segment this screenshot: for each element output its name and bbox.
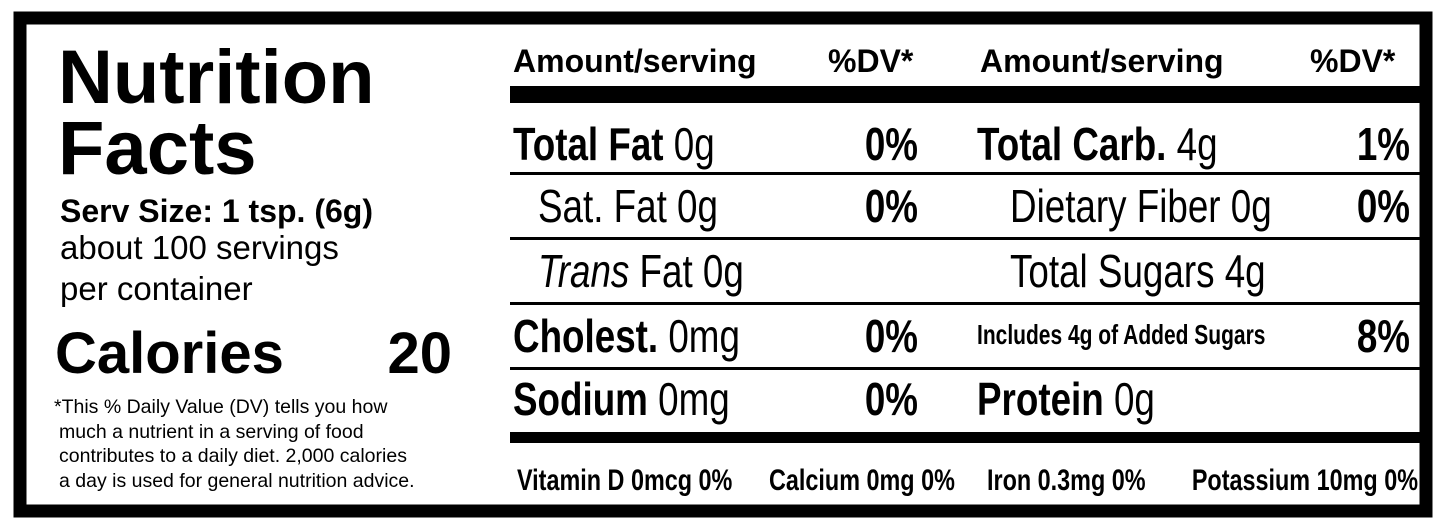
nutrient: Includes 4g of Added Sugars <box>977 320 1265 351</box>
dv: 1% <box>1357 118 1410 170</box>
rule <box>510 172 1425 175</box>
serving-size: Serv Size: 1 tsp. (6g) <box>60 193 373 229</box>
nutrient: Total Fat <box>513 118 664 170</box>
header: Amount/serving <box>980 43 1224 79</box>
amount: 0g <box>677 180 718 232</box>
nutrient: Protein <box>977 373 1104 425</box>
amount: 0g <box>1114 373 1155 425</box>
row: Sat. Fat 0g <box>538 180 718 232</box>
servings: about 100 servings <box>60 229 339 266</box>
footnote: a day is used for general nutrition advi… <box>59 470 415 492</box>
row: Dietary Fiber 0g <box>1010 180 1272 232</box>
dv: 8% <box>1357 310 1410 362</box>
nutrient: Sat. Fat <box>538 180 667 232</box>
nutrient-italic: Trans <box>538 245 629 297</box>
nutrient: Total Sugars <box>1010 245 1214 297</box>
nutrient: Fat <box>640 245 694 297</box>
amount: 0g <box>674 118 715 170</box>
title-line: Facts <box>58 106 257 191</box>
amount: 0mg <box>658 373 730 425</box>
row: Protein 0g <box>977 373 1155 425</box>
vitamin: Calcium 0mg 0% <box>769 463 955 496</box>
dv: 0% <box>865 373 918 425</box>
row: Total Carb. 4g <box>977 118 1218 170</box>
title-line: Nutrition <box>58 35 375 120</box>
dv: 0% <box>865 118 918 170</box>
row: Total Sugars 4g <box>1010 245 1266 297</box>
footnote: *This % Daily Value (DV) tells you how <box>54 396 388 418</box>
nutrient: Dietary Fiber <box>1010 180 1221 232</box>
calories-value: 20 <box>387 321 452 386</box>
calories-label: Calories <box>55 321 284 386</box>
row: Sodium 0mg <box>513 373 730 425</box>
dv: 0% <box>865 180 918 232</box>
row: Cholest. 0mg <box>513 310 740 362</box>
vitamin: Iron 0.3mg 0% <box>987 463 1146 496</box>
vitamin: Vitamin D 0mcg 0% <box>517 463 732 496</box>
vitamin: Potassium 10mg 0% <box>1192 463 1418 496</box>
nutrient: Total Carb. <box>977 118 1166 170</box>
thick-bar <box>510 86 1425 103</box>
header: Amount/serving <box>513 43 757 79</box>
header: %DV* <box>828 43 914 79</box>
rule <box>510 237 1425 240</box>
amount: 0g <box>1231 180 1272 232</box>
nutrient: Cholest. <box>513 310 658 362</box>
row: Total Fat 0g <box>513 118 715 170</box>
header: %DV* <box>1310 43 1396 79</box>
amount: 0g <box>703 245 744 297</box>
border <box>13 11 1433 518</box>
row: Trans Fat 0g <box>538 245 744 297</box>
amount: 0mg <box>668 310 740 362</box>
rule <box>510 302 1425 305</box>
amount: 4g <box>1225 245 1266 297</box>
amount: 4g <box>1177 118 1218 170</box>
footnote: contributes to a daily diet. 2,000 calor… <box>59 445 407 467</box>
dv: 0% <box>1357 180 1410 232</box>
thick-bar <box>510 432 1425 443</box>
rule <box>510 367 1425 370</box>
footnote: much a nutrient in a serving of food <box>59 421 364 443</box>
nutrient: Sodium <box>513 373 648 425</box>
dv: 0% <box>865 310 918 362</box>
servings: per container <box>60 270 253 307</box>
